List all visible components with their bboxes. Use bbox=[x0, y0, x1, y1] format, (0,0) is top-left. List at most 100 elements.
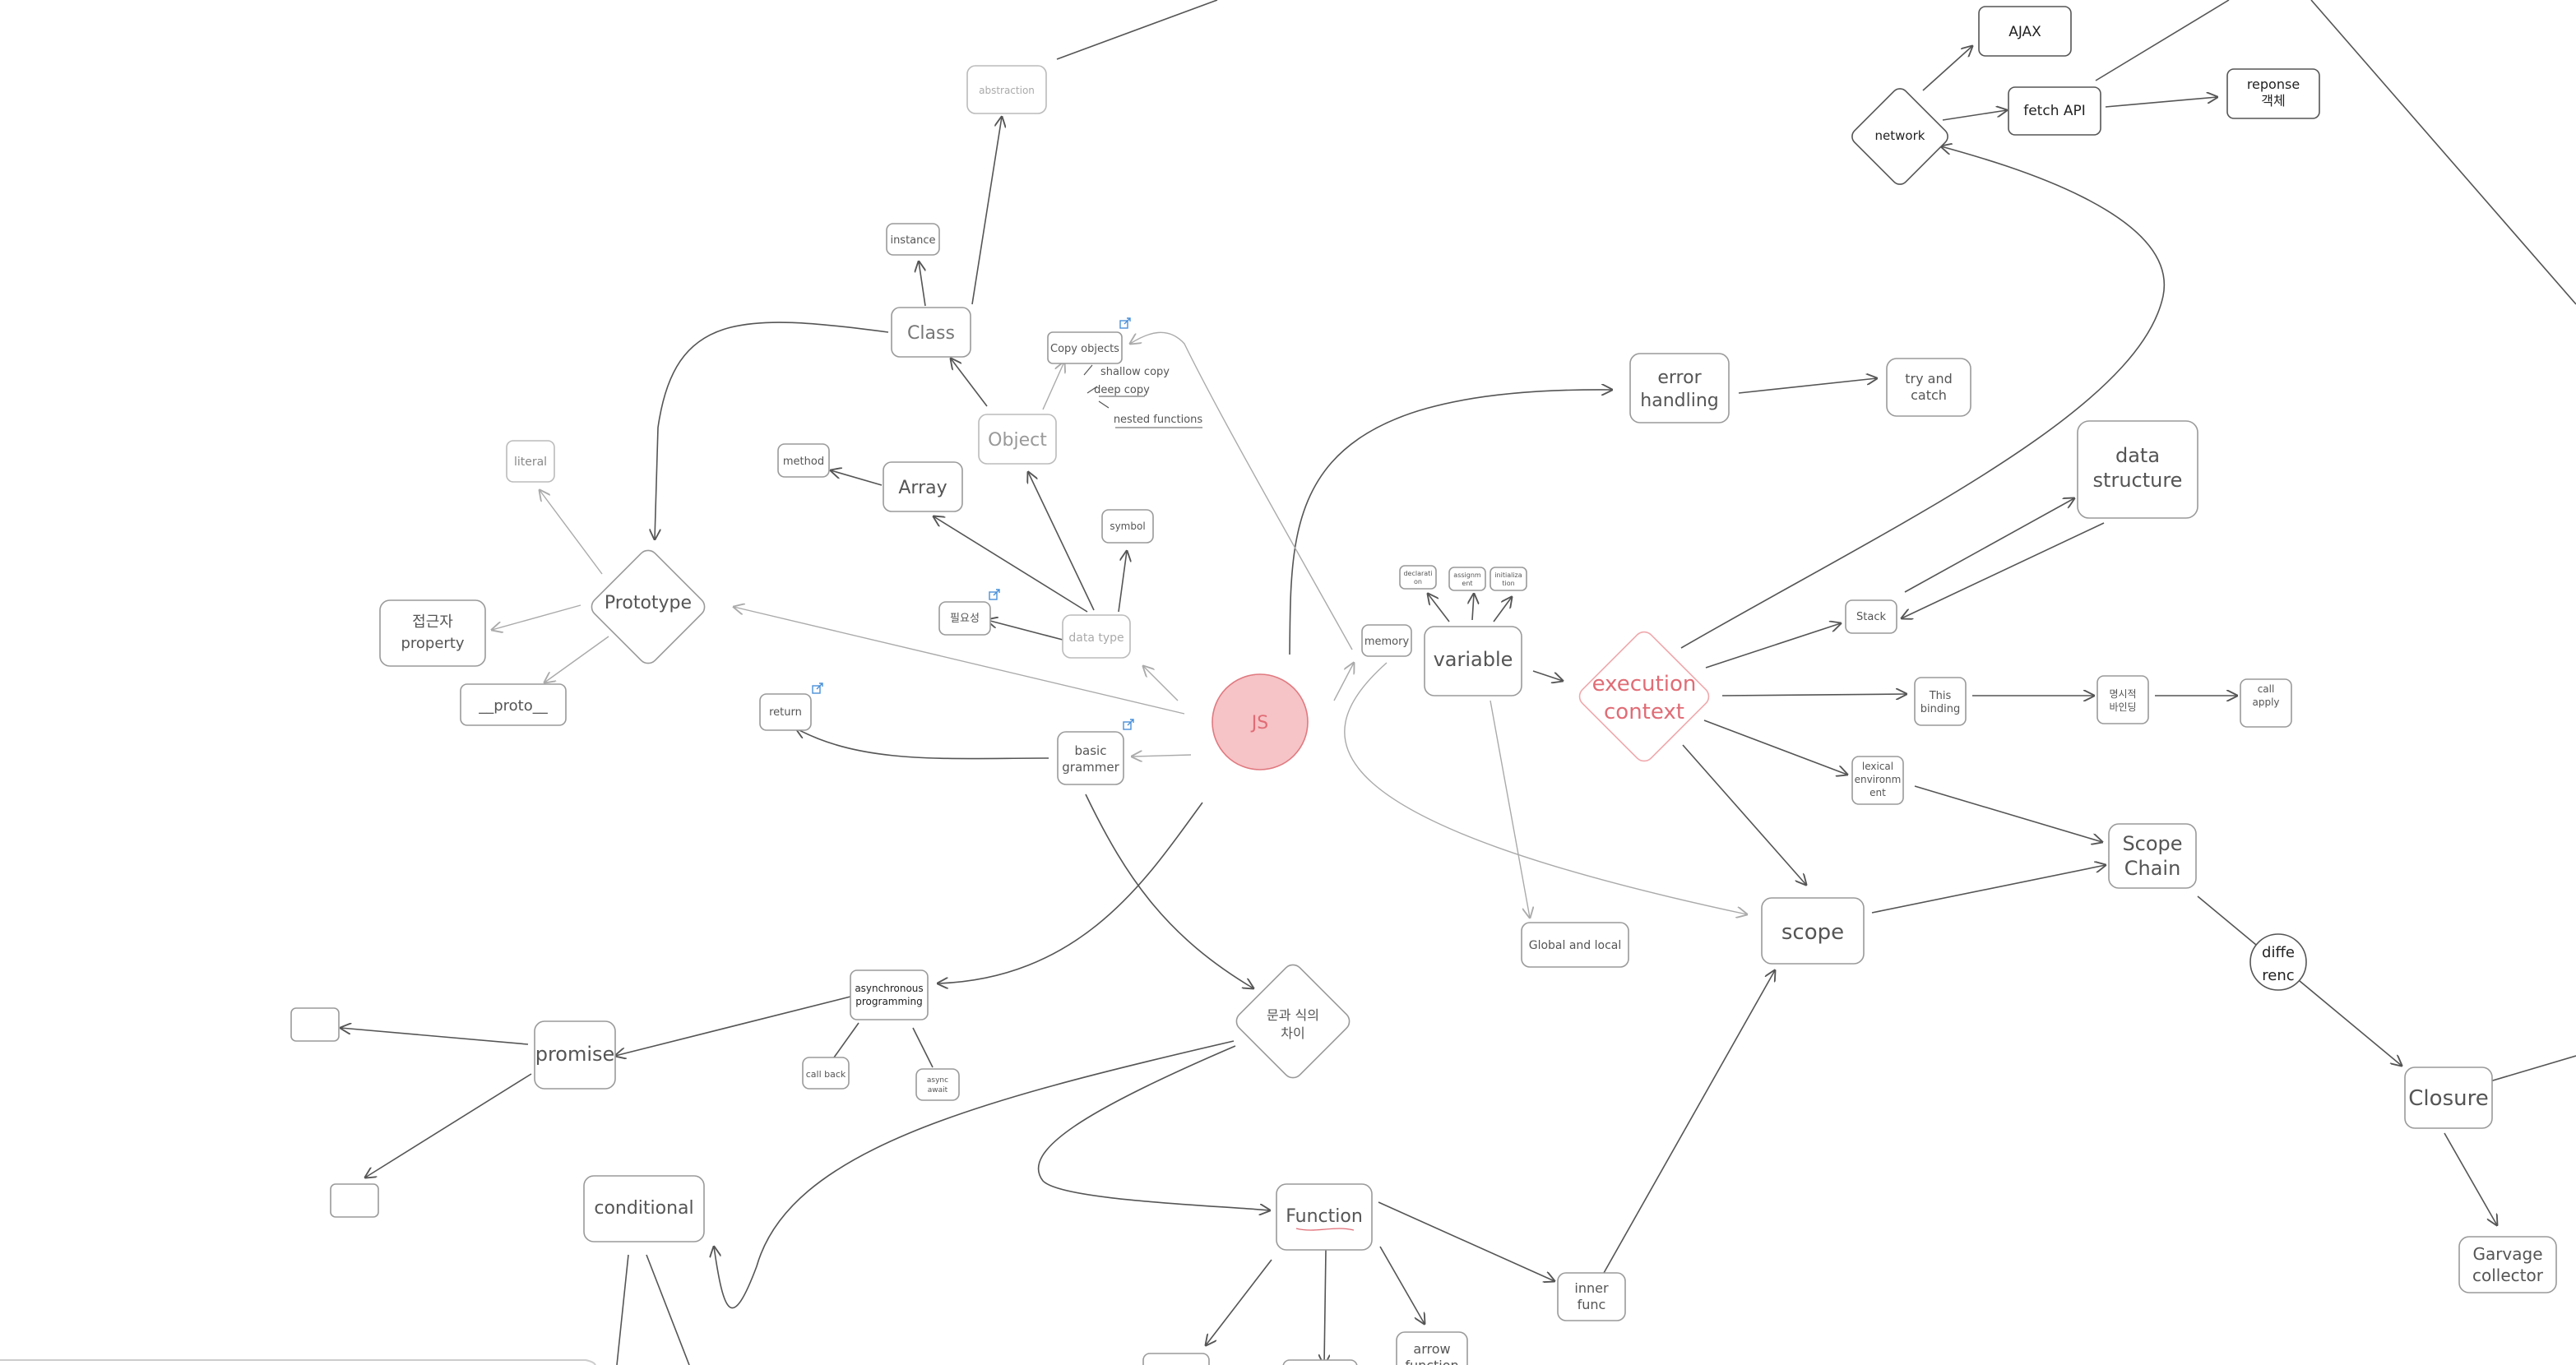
node-js[interactable] bbox=[1212, 673, 1309, 770]
label-error-handling-2: handling bbox=[1640, 391, 1718, 411]
node-array[interactable] bbox=[883, 461, 963, 512]
node-necessity[interactable] bbox=[938, 601, 991, 636]
label-basic-grammer-1: basic bbox=[1075, 743, 1107, 758]
label-difference-2: renc bbox=[2262, 967, 2294, 984]
edge-fetch-topright bbox=[2095, 0, 2230, 81]
node-bottom-box-1[interactable] bbox=[1142, 1353, 1210, 1365]
node-literal[interactable] bbox=[506, 440, 555, 483]
node-callback[interactable] bbox=[802, 1057, 850, 1090]
node-async-await[interactable] bbox=[915, 1068, 960, 1101]
edge-array-method bbox=[831, 470, 883, 486]
label-lexical-environment-2: environm bbox=[1855, 774, 1902, 785]
node-prototype[interactable] bbox=[587, 546, 708, 667]
node-empty-box-1[interactable] bbox=[290, 1007, 340, 1042]
edge-memory-copy bbox=[1130, 331, 1353, 650]
node-conditional[interactable] bbox=[583, 1175, 705, 1242]
edge-datatype-object bbox=[1028, 472, 1095, 611]
node-difference[interactable] bbox=[2249, 933, 2307, 991]
node-async-programming[interactable] bbox=[850, 969, 929, 1020]
external-link-icon[interactable] bbox=[812, 682, 823, 694]
label-async-await-1: async bbox=[927, 1076, 948, 1085]
edge-function-inner bbox=[1378, 1201, 1554, 1281]
edge-variable-init bbox=[1493, 597, 1512, 622]
edge-js-memory bbox=[1333, 663, 1354, 701]
node-initialization[interactable] bbox=[1490, 567, 1527, 591]
label-stack: Stack bbox=[1856, 611, 1886, 623]
node-method[interactable] bbox=[777, 443, 830, 478]
node-data-structure[interactable] bbox=[2077, 420, 2198, 519]
edge-datastructure-stack bbox=[1902, 522, 2105, 618]
node-memory[interactable] bbox=[1361, 624, 1412, 657]
node-call-apply[interactable] bbox=[2240, 678, 2292, 728]
label-return: return bbox=[769, 706, 802, 719]
node-global-local[interactable] bbox=[1521, 922, 1629, 968]
label-shallow-copy: shallow copy bbox=[1100, 366, 1170, 378]
node-class[interactable] bbox=[891, 307, 971, 358]
node-copy-objects[interactable] bbox=[1047, 331, 1123, 364]
node-assignment[interactable] bbox=[1448, 567, 1486, 591]
node-scope-chain[interactable] bbox=[2108, 823, 2197, 889]
label-data-structure-2: structure bbox=[2093, 469, 2183, 492]
node-network[interactable] bbox=[1849, 86, 1951, 187]
edge-exec-lexical bbox=[1703, 720, 1847, 775]
external-link-icon[interactable] bbox=[989, 589, 1000, 600]
external-link-icon[interactable] bbox=[1119, 317, 1131, 329]
bottom-panel-edge bbox=[0, 1359, 596, 1365]
edge-datatype-symbol bbox=[1118, 551, 1127, 613]
node-statement-expression[interactable] bbox=[1232, 960, 1353, 1081]
node-try-catch[interactable] bbox=[1886, 358, 1971, 417]
edge-exec-stack bbox=[1705, 623, 1841, 669]
node-scope[interactable] bbox=[1761, 897, 1865, 965]
edge-class-instance bbox=[919, 261, 925, 307]
node-abstraction[interactable] bbox=[966, 65, 1047, 114]
node-response-object[interactable] bbox=[2226, 68, 2320, 119]
node-empty-box-2[interactable] bbox=[330, 1183, 379, 1218]
node-variable[interactable] bbox=[1424, 626, 1522, 696]
label-access-property-2: property bbox=[401, 635, 464, 652]
node-lexical-environment[interactable] bbox=[1851, 756, 1904, 805]
node-error-handling[interactable] bbox=[1629, 353, 1730, 423]
node-inner-func[interactable] bbox=[1557, 1272, 1626, 1321]
node-promise[interactable] bbox=[534, 1020, 616, 1090]
label-nested-functions: nested functions bbox=[1114, 414, 1203, 426]
label-symbol: symbol bbox=[1110, 521, 1145, 532]
node-proto[interactable] bbox=[460, 683, 567, 726]
node-explicit-binding[interactable] bbox=[2096, 675, 2149, 724]
node-ajax[interactable] bbox=[1978, 6, 2072, 57]
edge-basic-statement bbox=[1085, 794, 1253, 988]
node-return[interactable] bbox=[759, 693, 812, 731]
edge-statement-function bbox=[1037, 1045, 1270, 1210]
edge-exec-scope bbox=[1682, 744, 1806, 885]
node-execution-context[interactable] bbox=[1576, 628, 1713, 766]
label-async-programming-2: programming bbox=[855, 996, 922, 1007]
node-this-binding[interactable] bbox=[1914, 677, 1967, 726]
label-method: method bbox=[783, 456, 824, 468]
edge-function-arrow bbox=[1379, 1246, 1425, 1324]
node-closure[interactable] bbox=[2404, 1067, 2493, 1129]
label-call-apply-2: apply bbox=[2252, 696, 2279, 708]
edge-prototype-access bbox=[492, 604, 581, 630]
node-arrow-function[interactable] bbox=[1396, 1331, 1468, 1365]
node-function[interactable] bbox=[1276, 1183, 1373, 1251]
node-declaration[interactable] bbox=[1399, 565, 1437, 590]
link-icons bbox=[812, 317, 1134, 730]
edge-topright-diag bbox=[2310, 0, 2576, 305]
label-proto: __proto__ bbox=[478, 697, 549, 715]
node-instance[interactable] bbox=[886, 223, 940, 256]
node-object[interactable] bbox=[978, 414, 1057, 465]
edge-object-class bbox=[951, 359, 988, 407]
node-bottom-box-2[interactable] bbox=[1282, 1359, 1358, 1365]
node-access-property[interactable] bbox=[379, 599, 486, 667]
label-scope-chain-2: Chain bbox=[2124, 857, 2181, 880]
node-symbol[interactable] bbox=[1101, 509, 1154, 544]
edge-async-callback bbox=[833, 1022, 859, 1058]
edge-error-try bbox=[1738, 378, 1877, 394]
node-basic-grammer[interactable] bbox=[1057, 731, 1124, 785]
node-data-type[interactable] bbox=[1062, 614, 1131, 659]
node-garbage-collector[interactable] bbox=[2458, 1236, 2557, 1293]
label-error-handling-1: error bbox=[1657, 368, 1702, 388]
node-fetch-api[interactable] bbox=[2008, 86, 2101, 136]
external-link-icon[interactable] bbox=[1123, 719, 1134, 730]
node-stack[interactable] bbox=[1845, 599, 1897, 634]
